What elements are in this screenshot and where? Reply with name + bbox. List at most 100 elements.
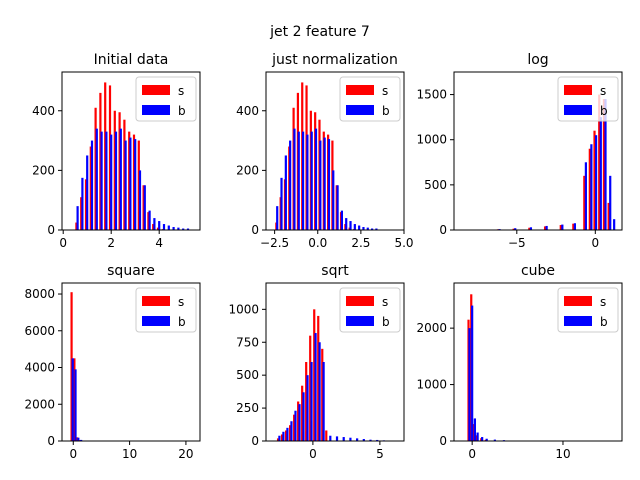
legend-label-b: b [382, 315, 390, 329]
bar-b [604, 99, 607, 230]
axes-frame [61, 282, 201, 442]
bar-b [293, 128, 296, 230]
legend-label-s: s [178, 295, 184, 309]
bar-b [297, 131, 300, 230]
bar-b [481, 437, 484, 441]
bar-b [336, 185, 339, 230]
legend: sb [557, 76, 619, 122]
axes-frame [453, 282, 623, 442]
bar-b [182, 228, 185, 230]
bar-b [358, 225, 361, 230]
bar-b [609, 175, 612, 230]
bar-s [602, 99, 606, 230]
bar-s [123, 119, 126, 230]
bar-s [147, 212, 150, 230]
bars [70, 292, 93, 441]
bar-b [314, 128, 318, 230]
bar-b [110, 134, 113, 230]
legend: sb [135, 287, 197, 333]
bar-b [162, 224, 166, 230]
subplot-2: −2.5 0.0 2.5 5.0 0 200 400 just normalization sb [236, 52, 413, 250]
legend-label-s: s [382, 84, 388, 98]
bar-b [319, 140, 322, 230]
legend-swatch-b [564, 105, 592, 115]
y-tick-label: 1000 [416, 133, 447, 147]
bar-s [301, 385, 304, 441]
bar-b [100, 131, 103, 230]
bar-b [71, 358, 74, 441]
bar-s [588, 148, 591, 230]
bar-b [340, 210, 343, 230]
y-tick-label: 200 [32, 163, 55, 177]
y-tick-label: 0 [439, 434, 447, 448]
bar-b [594, 135, 598, 230]
bar-s [280, 434, 284, 441]
y-tick-label: 4000 [24, 361, 55, 375]
bar-s [70, 292, 73, 441]
bar-s [583, 175, 586, 230]
bar-b [353, 224, 356, 230]
bar-s [289, 425, 292, 441]
bar-b [584, 162, 587, 230]
bar-b [362, 227, 365, 230]
bar-b [366, 227, 369, 230]
bar-b [471, 305, 474, 441]
bar-b [322, 362, 325, 441]
y-tick-label: 8000 [24, 287, 55, 301]
bar-b [167, 225, 170, 230]
y-tick-label: 2000 [416, 321, 447, 335]
x-tick-label: −2.5 [260, 236, 289, 250]
bar-b [310, 362, 313, 441]
y-tick-label: 1000 [228, 302, 259, 316]
bar-s [317, 315, 320, 441]
bar-s [325, 430, 328, 441]
legend: sb [135, 76, 197, 122]
bar-s [285, 430, 288, 441]
bar-b [375, 228, 378, 230]
legend-label-s: s [600, 84, 606, 98]
x-tick-label: 10 [122, 447, 137, 461]
subplot-5: 0 5 0 250 500 750 1000 sqrt sb [228, 263, 405, 461]
bar-b [138, 170, 142, 230]
legend-swatch-s [142, 296, 170, 306]
bar-b [282, 431, 285, 441]
bar-b [77, 437, 80, 441]
legend-label-s: s [382, 295, 388, 309]
bar-b [545, 225, 548, 230]
x-tick-label: 5.0 [394, 236, 413, 250]
bar-s [142, 185, 145, 230]
bar-s [543, 226, 547, 230]
bar-b [74, 369, 77, 441]
bar-b [493, 439, 496, 441]
subplot-title: sqrt [321, 263, 349, 279]
bars [467, 294, 515, 441]
axes-frame [453, 71, 623, 231]
bar-b [613, 219, 616, 230]
bar-b [81, 177, 84, 230]
bar-b [370, 228, 374, 230]
bar-b [335, 436, 339, 441]
bar-b [90, 140, 94, 230]
bar-b [332, 170, 335, 230]
bar-s [84, 179, 88, 230]
bar-b [298, 404, 301, 441]
figure-suptitle: jet 2 feature 7 [269, 24, 370, 40]
bar-b [301, 131, 305, 230]
bar-b [148, 210, 151, 230]
bar-b [573, 223, 576, 230]
bar-b [119, 128, 122, 230]
bar-b [276, 206, 279, 230]
bar-b [177, 227, 180, 230]
legend-swatch-s [346, 85, 374, 95]
x-tick-label: 2.5 [351, 236, 370, 250]
bar-b [105, 131, 108, 230]
legend: sb [339, 287, 401, 333]
bar-s [313, 309, 316, 441]
subplot-title: Initial data [94, 52, 169, 68]
legend: sb [557, 287, 619, 333]
bar-s [156, 227, 160, 230]
legend-swatch-b [142, 105, 170, 115]
